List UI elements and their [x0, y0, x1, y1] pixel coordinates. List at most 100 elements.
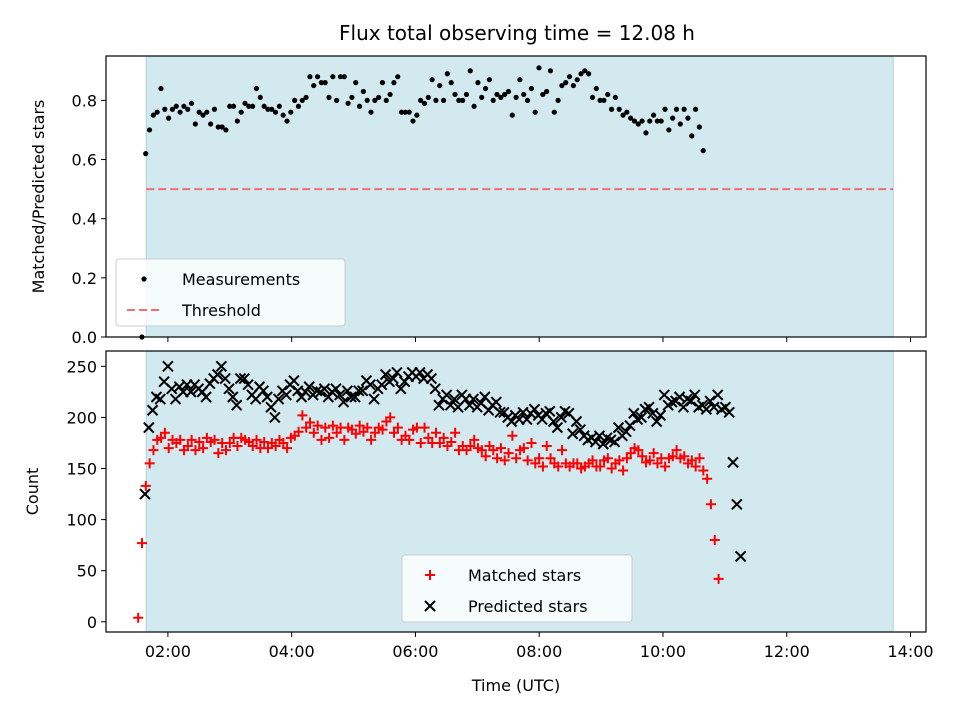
y-tick-label: 250 — [66, 357, 97, 376]
matched-stars-point — [618, 465, 629, 476]
measurement-point — [677, 121, 683, 127]
matched-stars-point — [694, 453, 705, 464]
matched-stars-point — [385, 412, 396, 423]
measurement-point — [494, 91, 500, 98]
measurement-point — [628, 115, 634, 121]
matched-stars-point — [377, 424, 388, 435]
measurement-point — [448, 80, 454, 86]
predicted-stars-point — [280, 389, 292, 401]
predicted-stars-point — [685, 395, 697, 407]
predicted-stars-point — [395, 383, 407, 395]
predicted-stars-point — [723, 406, 735, 419]
predicted-stars-point — [551, 421, 564, 434]
matched-stars-point — [648, 448, 659, 459]
predicted-stars-point — [261, 391, 273, 403]
measurement-point — [654, 118, 660, 124]
measurement-point — [208, 121, 214, 127]
matched-stars-point — [541, 441, 552, 452]
measurement-point — [158, 85, 164, 92]
matched-stars-point — [690, 461, 701, 472]
matched-stars-point — [709, 535, 720, 546]
y-tick-label: 50 — [77, 562, 97, 581]
measurement-point — [612, 94, 618, 101]
measurement-point — [616, 106, 622, 112]
matched-stars-point — [366, 434, 377, 445]
measurement-point — [146, 127, 153, 133]
matched-stars-point — [186, 434, 197, 445]
matched-stars-point — [633, 445, 644, 456]
matched-stars-point — [144, 458, 155, 469]
matched-stars-point — [232, 441, 243, 452]
predicted-stars-point — [223, 383, 235, 395]
matched-stars-point — [652, 458, 663, 469]
measurement-point — [650, 112, 657, 118]
matched-stars-point — [686, 455, 697, 466]
measurement-point — [490, 97, 496, 103]
predicted-stars-point — [185, 386, 197, 398]
measurement-point — [521, 91, 527, 98]
measurement-point — [635, 121, 641, 127]
predicted-stars-point — [379, 368, 392, 381]
measurement-point — [406, 109, 412, 115]
predicted-stars-point — [628, 407, 640, 420]
predicted-stars-point — [303, 381, 315, 393]
predicted-stars-point — [635, 411, 648, 424]
measurement-point — [460, 97, 466, 103]
measurement-point — [376, 94, 382, 101]
measurement-point — [288, 109, 294, 115]
measurement-point — [467, 68, 473, 74]
legend-measurements-swatch — [141, 276, 147, 282]
measurement-point — [391, 80, 397, 86]
measurement-point — [173, 103, 179, 109]
measurement-point — [188, 100, 195, 106]
x-tick-label: 02:00 — [145, 642, 191, 661]
matched-stars-point — [159, 427, 170, 438]
measurement-point — [601, 97, 607, 103]
predicted-stars-point — [215, 360, 228, 373]
matched-stars-point — [702, 473, 713, 484]
measurement-point — [372, 97, 378, 103]
y-tick-label: 200 — [66, 408, 97, 427]
y-tick-label: 0.4 — [72, 210, 97, 229]
predicted-stars-point — [139, 488, 151, 500]
matched-stars-point — [537, 461, 548, 472]
measurement-point — [643, 130, 649, 136]
matched-stars-point — [438, 432, 449, 443]
matched-stars-point — [278, 437, 289, 448]
matched-stars-point — [614, 455, 625, 466]
matched-stars-point — [545, 453, 556, 464]
predicted-stars-point — [689, 389, 701, 401]
y-axis-label: Matched/Predicted stars — [29, 100, 48, 294]
measurement-point — [452, 91, 458, 98]
measurement-point — [692, 106, 699, 112]
measurement-point — [475, 80, 481, 86]
predicted-stars-point — [467, 393, 480, 405]
predicted-stars-point — [162, 360, 174, 373]
matched-stars-point — [354, 420, 365, 431]
measurement-point — [334, 97, 340, 103]
matched-stars-point — [182, 441, 193, 452]
measurement-point — [593, 85, 599, 92]
predicted-stars-point — [547, 415, 560, 428]
matched-stars-point — [163, 443, 174, 454]
predicted-stars-point — [219, 372, 231, 385]
predicted-stars-point — [448, 393, 460, 405]
predicted-stars-point — [624, 419, 636, 432]
measurement-point — [414, 112, 420, 118]
measurement-point — [215, 124, 221, 130]
measurement-point — [559, 82, 565, 89]
measurement-point — [387, 91, 393, 98]
matched-stars-point — [194, 436, 205, 447]
measurement-point — [299, 97, 305, 103]
predicted-stars-point — [490, 396, 502, 408]
legend-frame — [401, 554, 633, 623]
matched-stars-point — [263, 443, 274, 454]
matched-stars-point — [339, 434, 350, 445]
measurement-point — [570, 82, 576, 89]
measurement-point — [673, 106, 680, 112]
measurement-point — [242, 100, 248, 106]
measurement-point — [219, 124, 225, 130]
measurement-point — [586, 71, 592, 77]
predicted-stars-point — [734, 550, 747, 563]
